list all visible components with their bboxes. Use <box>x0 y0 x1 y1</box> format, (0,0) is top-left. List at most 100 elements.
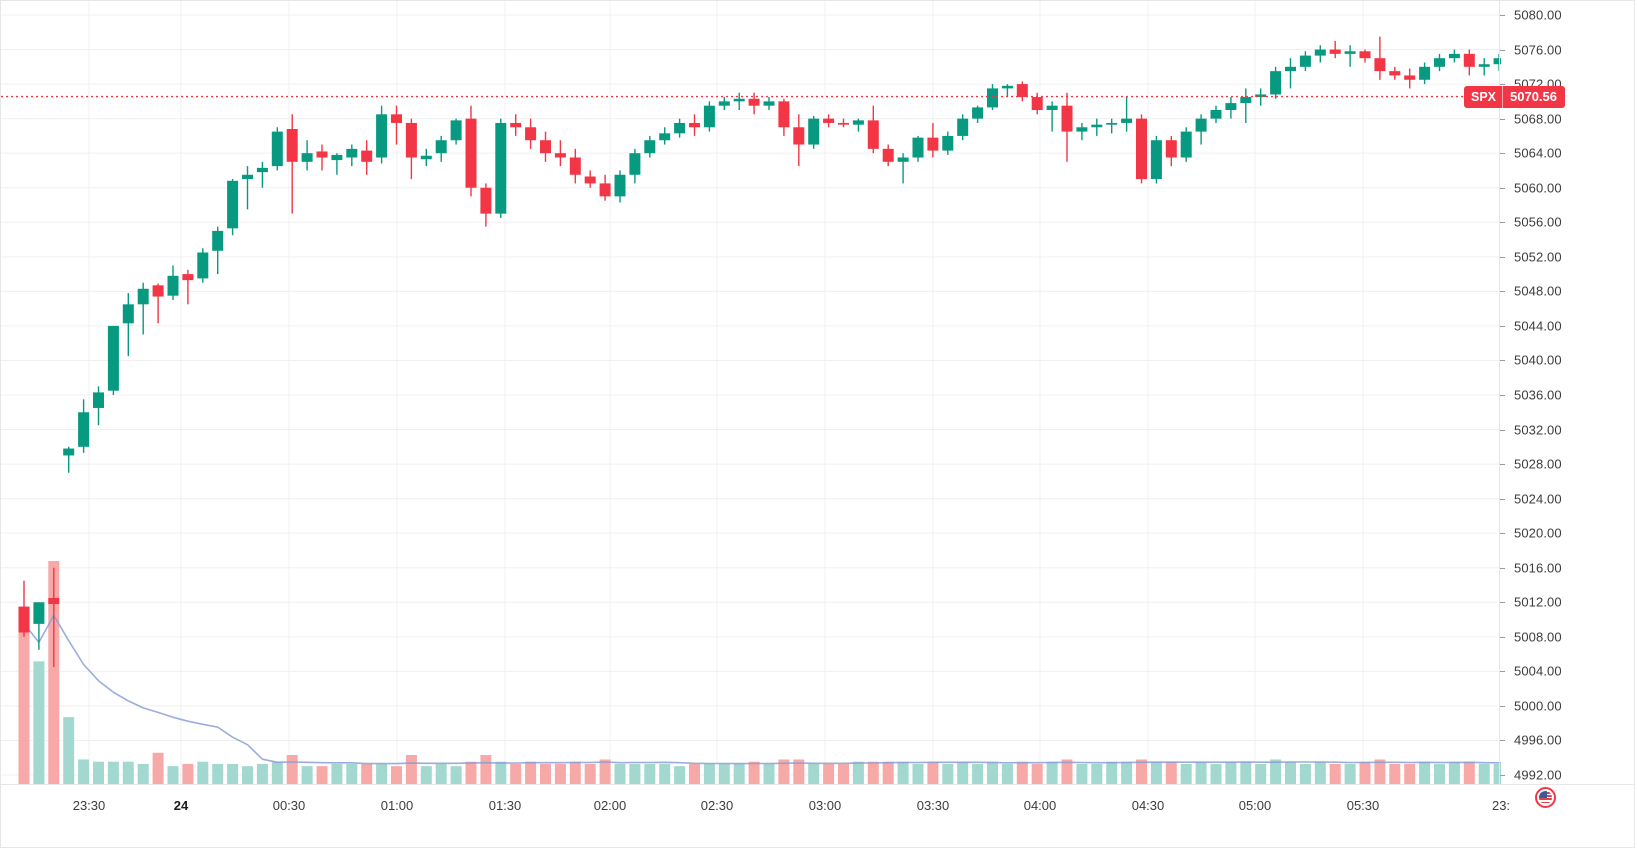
candle-body <box>271 131 283 167</box>
us-flag-icon[interactable] <box>1535 787 1556 808</box>
candle-body <box>1225 103 1237 110</box>
candle-body <box>1344 51 1356 54</box>
price-tick-mark <box>1500 118 1505 120</box>
candle-body <box>316 151 328 158</box>
candle-body <box>167 275 179 296</box>
candle-body <box>897 157 909 162</box>
candle-body <box>495 122 507 214</box>
time-tick-label: 04:00 <box>1023 798 1057 813</box>
candle-body <box>540 140 551 154</box>
candle-body <box>1240 97 1252 104</box>
candle-body <box>748 98 760 106</box>
candle-body <box>629 153 641 175</box>
candle-body <box>674 122 686 134</box>
price-tick-mark <box>1500 49 1505 51</box>
candle-body <box>420 155 432 160</box>
candle-body <box>733 98 745 102</box>
candle-body <box>137 288 149 305</box>
candle-body <box>197 252 209 279</box>
candle-body <box>346 148 358 158</box>
price-tick-mark <box>1500 533 1505 535</box>
price-tick-label: 5028.00 <box>1514 456 1562 472</box>
price-badge-divider <box>1502 85 1504 108</box>
candle-body <box>1195 118 1207 132</box>
candle-body <box>182 274 194 281</box>
price-tick-label: 5076.00 <box>1514 42 1562 58</box>
candle-body <box>376 114 388 158</box>
price-tick-label: 5000.00 <box>1514 698 1562 714</box>
candle-body <box>1404 75 1416 80</box>
price-tick-mark <box>1500 291 1505 293</box>
candle-body <box>554 153 566 158</box>
us-flag-inner <box>1539 791 1552 804</box>
candle-body <box>703 105 715 128</box>
price-tick-mark <box>1500 325 1505 327</box>
price-tick-mark <box>1500 256 1505 258</box>
candle-body <box>927 137 939 151</box>
candle-body <box>212 230 224 251</box>
candle-body <box>778 101 790 128</box>
candle-body <box>957 118 969 136</box>
price-tick-mark <box>1500 705 1505 707</box>
candle-body <box>450 120 462 141</box>
candle-body <box>1106 122 1118 125</box>
candle-body <box>1374 58 1386 72</box>
candle-body <box>852 120 864 125</box>
candle-body <box>465 118 477 188</box>
candle-body <box>793 127 805 145</box>
candles <box>18 36 1501 668</box>
candle-body <box>614 174 626 197</box>
candle-body <box>1136 118 1147 180</box>
candle-body <box>242 174 253 180</box>
candle-body <box>227 180 239 229</box>
candle-body <box>1031 97 1043 110</box>
flag-stripe <box>1539 798 1552 801</box>
candle-body <box>18 606 30 633</box>
candle-body <box>152 285 164 297</box>
candle-body <box>122 304 134 324</box>
candle-body <box>405 122 417 158</box>
candle-body <box>1434 58 1445 67</box>
candle-body <box>1061 105 1073 132</box>
candle-body <box>1076 127 1088 132</box>
price-axis[interactable]: 5080.00 5076.00 5072.00 5068.00 5064.00 5060.… <box>1499 1 1634 784</box>
candle-body <box>256 167 268 173</box>
candle-body <box>1419 66 1431 80</box>
price-tick-label: 5012.00 <box>1514 594 1562 610</box>
price-tick-mark <box>1500 498 1505 500</box>
candle-body <box>1121 118 1133 123</box>
candle-body <box>644 140 656 154</box>
price-tick-label: 5040.00 <box>1514 352 1562 368</box>
candle-body <box>763 101 775 106</box>
candle-body <box>1255 94 1267 98</box>
grid-lines <box>1 1 1501 784</box>
current-price-badge[interactable]: SPX 5070.56 <box>1464 85 1566 108</box>
price-tick-label: 5060.00 <box>1514 180 1562 196</box>
candle-body <box>525 127 537 141</box>
price-tick-mark <box>1500 395 1505 396</box>
price-tick-mark <box>1500 187 1505 189</box>
flag-canton <box>1539 791 1547 798</box>
chart-plot-area[interactable] <box>1 1 1501 784</box>
price-tick-label: 5068.00 <box>1514 111 1562 127</box>
time-tick-label: 03:30 <box>916 798 950 813</box>
volume-bars <box>18 561 1501 784</box>
candle-body <box>301 153 313 162</box>
candle-body <box>1299 55 1311 67</box>
candle-body <box>1046 105 1058 110</box>
time-axis[interactable]: 23:30 24 00:30 01:00 01:30 02:00 02:30 03:00 03:… <box>1 784 1634 847</box>
candle-body <box>331 154 343 161</box>
price-tick-label: 5052.00 <box>1514 249 1562 265</box>
candle-body <box>987 88 998 108</box>
candle-body <box>942 135 954 151</box>
price-tick-label: 5048.00 <box>1514 283 1562 299</box>
candle-body <box>1478 64 1490 67</box>
price-tick-mark <box>1500 360 1505 362</box>
price-tick-label: 4992.00 <box>1514 767 1562 783</box>
candle-body <box>1091 124 1103 128</box>
candle-body <box>435 140 447 154</box>
time-tick-label: 03:00 <box>808 798 842 813</box>
candlestick-svg <box>1 1 1501 784</box>
candle-body <box>1389 71 1401 76</box>
